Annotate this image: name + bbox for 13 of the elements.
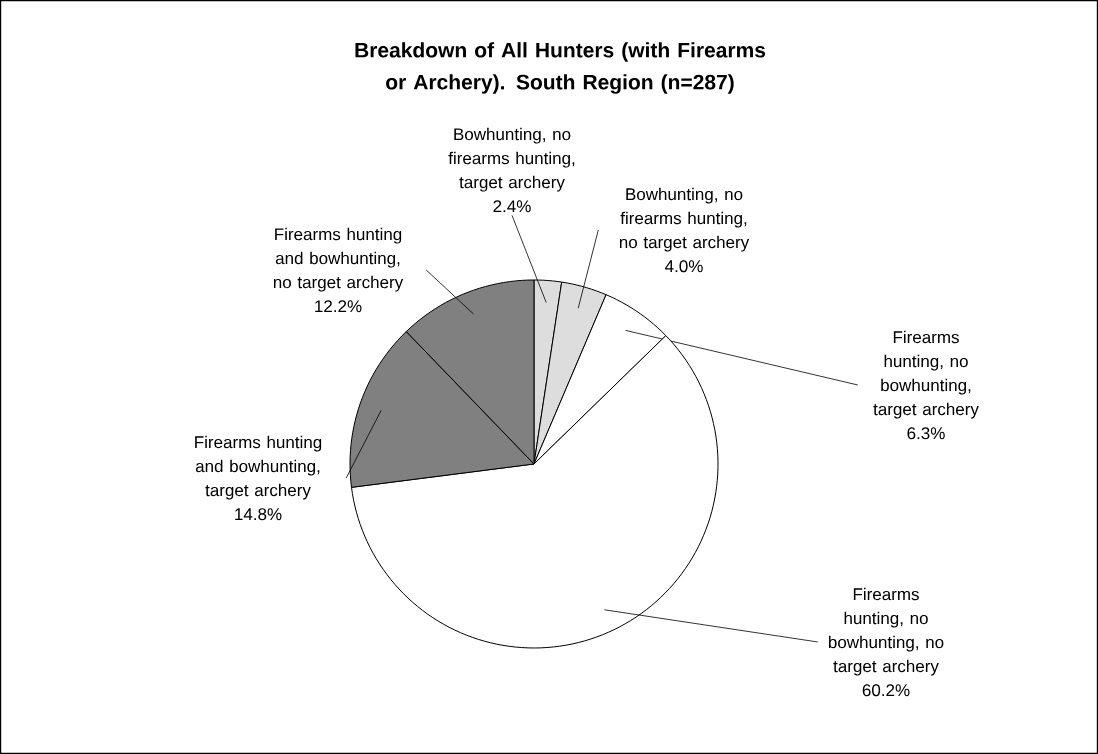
chart-title: Breakdown of All Hunters (with Firearms or Archery). South Region (n=287): [355, 42, 766, 94]
data-label: 12.2%: [315, 300, 362, 313]
slice-label: Bowhunting, no firearms hunting, target archery: [448, 127, 575, 192]
slice-label: Firearms hunting, no bowhunting, no target archery: [828, 587, 944, 676]
slice-label: Firearms hunting and bowhunting, no target archery: [273, 227, 404, 292]
slice-label: Firearms hunting and bowhunting, target archery: [195, 435, 322, 500]
slice-label: Firearms hunting, no bowhunting, target archery: [873, 330, 979, 419]
data-label: 60.2%: [862, 684, 910, 697]
slice-label: Bowhunting, no firearms hunting, no target archery: [619, 187, 750, 252]
data-label: 14.8%: [235, 508, 282, 521]
data-label: 2.4%: [493, 200, 531, 213]
data-label: 4.0%: [665, 260, 703, 273]
data-label: 6.3%: [907, 427, 945, 440]
